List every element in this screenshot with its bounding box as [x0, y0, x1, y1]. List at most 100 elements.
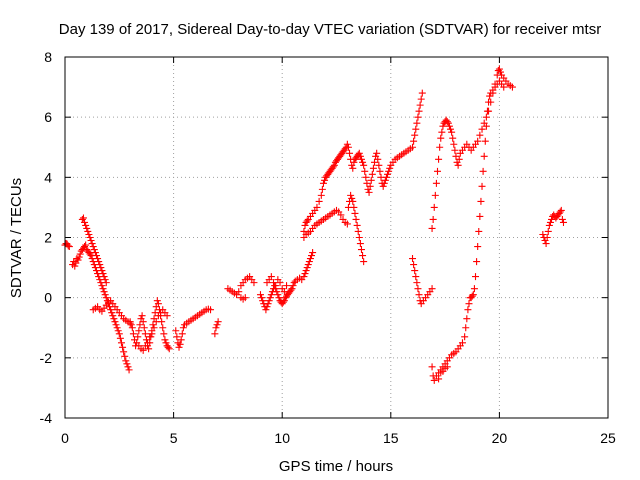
data-point [280, 288, 288, 296]
data-point [119, 343, 127, 351]
data-point [443, 363, 451, 371]
data-point [385, 167, 393, 175]
data-point [82, 221, 90, 229]
data-point [443, 118, 451, 126]
data-point [315, 197, 323, 205]
data-point [302, 267, 310, 275]
data-point [473, 258, 481, 266]
data-point [85, 230, 93, 238]
data-point [348, 194, 356, 202]
data-point [82, 241, 90, 249]
data-point [287, 286, 295, 294]
data-point [480, 152, 488, 160]
data-point [349, 197, 357, 205]
data-point [476, 212, 484, 220]
data-point [241, 294, 249, 302]
data-point [272, 282, 280, 290]
data-point [273, 288, 281, 296]
data-point [256, 291, 264, 299]
data-point [384, 170, 392, 178]
data-point [152, 318, 160, 326]
data-point [100, 288, 108, 296]
data-point [115, 330, 123, 338]
data-point [472, 273, 480, 281]
data-point [412, 273, 420, 281]
data-point [86, 234, 94, 241]
x-tick-label: 10 [274, 430, 290, 446]
data-point [386, 164, 394, 172]
data-point [136, 321, 144, 329]
data-point [266, 294, 274, 302]
grid-lines [65, 57, 608, 418]
data-point [83, 224, 91, 232]
data-point [346, 149, 354, 157]
data-point [355, 149, 363, 157]
data-point [101, 291, 109, 299]
data-point [126, 318, 134, 326]
data-point [141, 330, 149, 338]
data-point [428, 224, 436, 232]
data-point [481, 137, 489, 145]
data-point [474, 243, 482, 251]
data-point [110, 315, 118, 323]
data-point [161, 336, 169, 344]
data-point [439, 122, 447, 130]
data-point [362, 173, 370, 181]
data-point [98, 267, 106, 275]
data-point [90, 246, 98, 254]
data-point [496, 68, 504, 76]
data-point [343, 140, 351, 148]
data-point [214, 318, 222, 326]
data-point [444, 119, 452, 127]
data-point [448, 128, 456, 136]
x-tick-labels: 0 5 10 15 20 25 [61, 430, 616, 446]
data-point [142, 336, 150, 344]
data-point [276, 279, 284, 287]
data-point [379, 182, 387, 190]
data-point [495, 65, 503, 73]
data-point [116, 334, 124, 342]
data-point [411, 267, 419, 275]
data-point [289, 282, 297, 290]
x-tick-label: 5 [170, 430, 178, 446]
data-point [319, 179, 327, 187]
data-point [263, 303, 271, 311]
data-point [176, 340, 184, 348]
data-point [431, 191, 439, 199]
data-point [123, 360, 131, 368]
data-point [483, 107, 491, 115]
data-point [486, 92, 494, 100]
data-point [363, 179, 371, 187]
data-point [450, 140, 458, 148]
data-point [172, 327, 180, 335]
data-point [280, 297, 288, 305]
data-point [113, 324, 121, 332]
y-tick-label: 0 [44, 290, 52, 306]
data-point [108, 309, 116, 317]
data-point [458, 339, 466, 347]
data-point [411, 131, 419, 139]
data-point [415, 107, 423, 115]
data-point [100, 273, 108, 281]
data-point [356, 152, 364, 160]
data-point [178, 330, 186, 338]
data-point [438, 128, 446, 136]
data-point [367, 176, 375, 184]
data-point [258, 294, 266, 302]
data-point [153, 297, 161, 305]
data-point [349, 164, 357, 172]
data-point [432, 179, 440, 187]
data-point [92, 252, 100, 260]
data-point [179, 324, 187, 332]
data-point [433, 167, 441, 175]
data-point [300, 273, 308, 281]
data-point [135, 327, 143, 335]
data-point [288, 285, 296, 293]
data-point [357, 155, 365, 163]
y-axis-label: SDTVAR / TECUs [8, 178, 25, 298]
data-point [65, 243, 73, 251]
data-point [485, 98, 493, 106]
data-point [127, 321, 135, 329]
data-point [267, 291, 275, 299]
data-point [138, 312, 146, 320]
